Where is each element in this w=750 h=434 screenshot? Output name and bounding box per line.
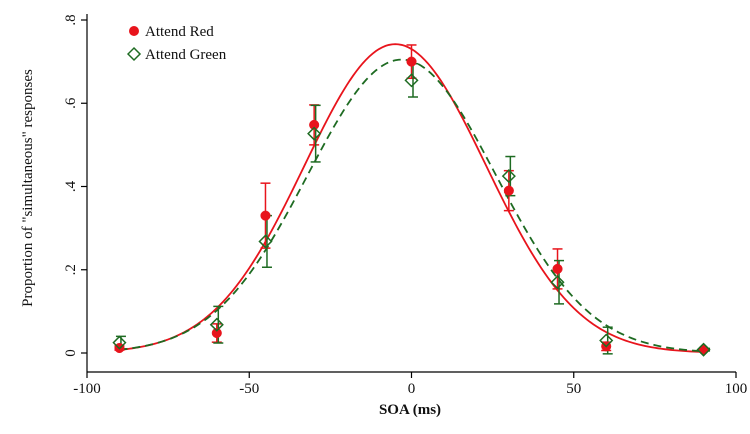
error-bar — [310, 104, 321, 163]
y-tick-label: .6 — [63, 97, 79, 109]
data-point-attend-red — [260, 210, 271, 221]
fit-curve-green — [119, 58, 704, 353]
y-tick-label: .2 — [63, 264, 79, 275]
data-point-attend-green — [307, 126, 322, 141]
x-axis-title: SOA (ms) — [379, 402, 441, 418]
data-points — [112, 56, 711, 357]
y-axis-title: Proportion of "simultaneous" responses — [20, 69, 36, 307]
data-point-attend-red — [698, 344, 709, 355]
data-point-attend-red — [503, 185, 514, 196]
x-tick-label: -50 — [239, 381, 259, 397]
x-tick-label: 100 — [725, 381, 748, 397]
data-point-attend-green — [209, 317, 224, 332]
fit-curves — [119, 43, 704, 353]
data-point-attend-green — [696, 342, 711, 357]
fit-curve-red — [119, 43, 704, 353]
y-tick-label: 0 — [63, 349, 79, 357]
data-point-attend-red — [309, 119, 320, 130]
data-point-attend-green — [501, 169, 516, 184]
x-tick-label: 0 — [408, 381, 416, 397]
legend-marker-attend-red — [129, 26, 139, 36]
y-tick-label: .4 — [63, 180, 79, 192]
legend-marker-attend-green — [126, 46, 142, 62]
legend-label: Attend Red — [145, 24, 214, 40]
x-tick-label: 50 — [566, 381, 581, 397]
data-point-attend-green — [404, 73, 419, 88]
legend: Attend Red Attend Green — [126, 24, 227, 63]
error-bars — [114, 44, 711, 355]
data-point-attend-green — [599, 333, 614, 348]
axes: -100 -50 0 50 100 0 .2 .4 .6 .8 — [63, 14, 747, 397]
data-point-attend-green — [550, 275, 565, 290]
data-point-attend-green — [112, 335, 127, 350]
y-tick-label: .8 — [63, 14, 79, 25]
data-point-attend-red — [211, 327, 222, 339]
data-point-attend-red — [552, 263, 563, 274]
data-point-attend-red — [406, 56, 417, 67]
data-point-attend-green — [258, 234, 273, 249]
x-tick-label: -100 — [73, 381, 101, 397]
legend-label: Attend Green — [145, 47, 227, 63]
